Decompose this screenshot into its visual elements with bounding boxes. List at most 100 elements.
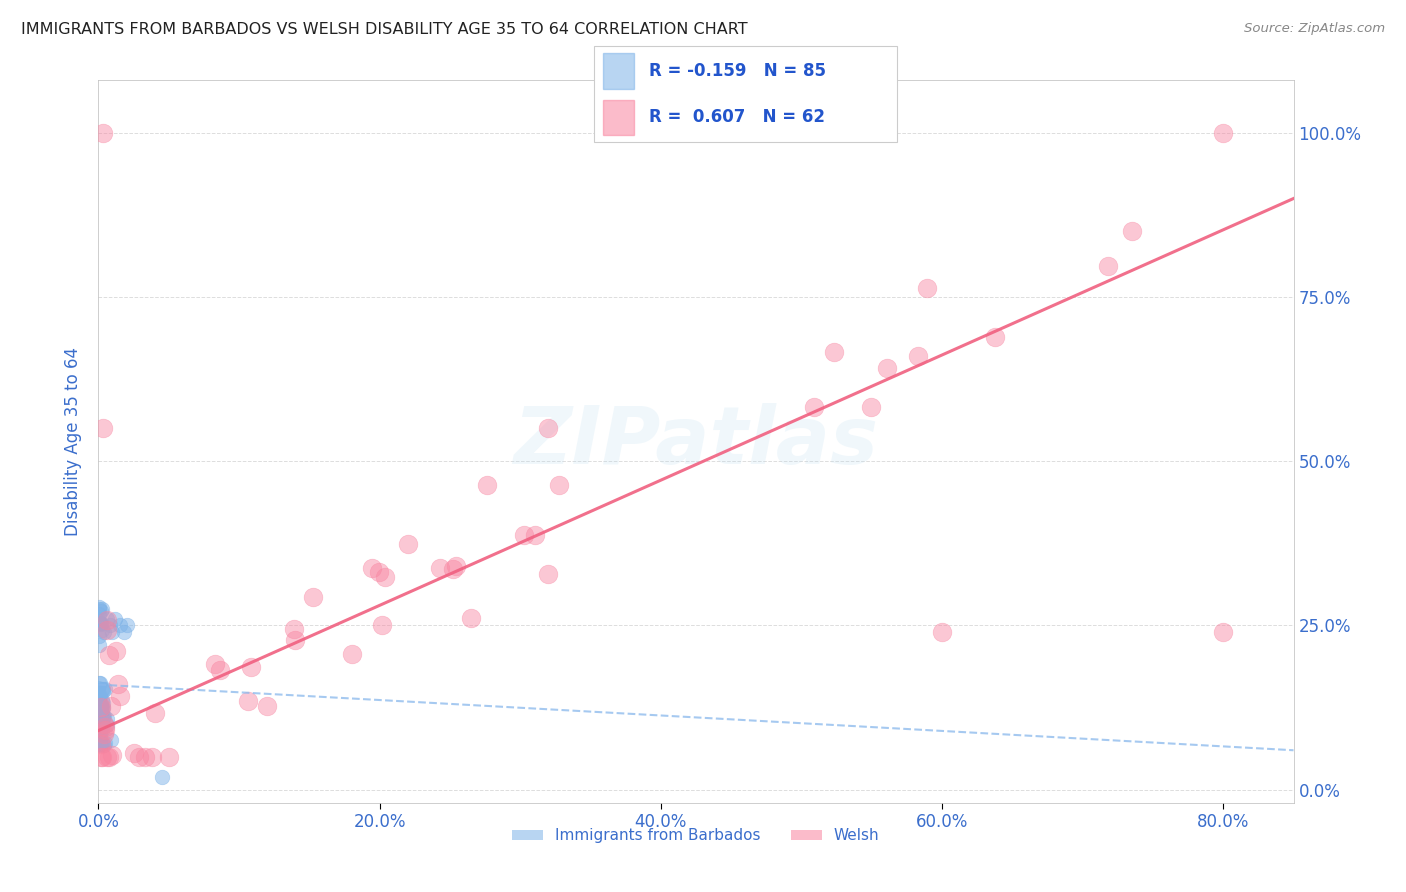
FancyBboxPatch shape bbox=[593, 45, 897, 142]
Point bbox=[141, 749, 163, 764]
Point bbox=[87, 730, 110, 744]
Point bbox=[89, 615, 111, 630]
Point bbox=[122, 747, 145, 761]
Point bbox=[90, 604, 112, 618]
Point bbox=[446, 559, 468, 574]
Point bbox=[429, 561, 451, 575]
Point bbox=[91, 682, 114, 697]
Point bbox=[240, 660, 263, 674]
Point bbox=[91, 421, 114, 435]
Point bbox=[87, 675, 110, 690]
Point bbox=[90, 749, 112, 764]
Point bbox=[1121, 224, 1143, 238]
Point bbox=[112, 625, 135, 640]
Point bbox=[90, 703, 112, 717]
Point bbox=[823, 345, 845, 359]
Point bbox=[368, 566, 391, 580]
Point bbox=[89, 704, 111, 718]
Point bbox=[87, 689, 110, 703]
Point bbox=[89, 717, 111, 731]
Point bbox=[89, 728, 111, 742]
Point bbox=[931, 625, 953, 640]
Point bbox=[89, 737, 111, 751]
Point bbox=[90, 737, 112, 751]
Point bbox=[97, 648, 120, 662]
Point bbox=[90, 749, 112, 764]
Point bbox=[104, 612, 127, 626]
Point bbox=[1212, 625, 1234, 640]
Point bbox=[208, 663, 231, 677]
Point bbox=[1212, 126, 1234, 140]
Point bbox=[91, 717, 114, 731]
Point bbox=[512, 528, 534, 542]
Point bbox=[93, 716, 115, 731]
Point bbox=[907, 349, 929, 363]
Point bbox=[89, 700, 111, 714]
Point bbox=[374, 570, 396, 584]
Point bbox=[90, 698, 112, 712]
Point bbox=[91, 681, 114, 696]
Point bbox=[371, 618, 394, 632]
Point bbox=[91, 700, 114, 714]
Point bbox=[96, 613, 118, 627]
Point bbox=[93, 738, 115, 752]
Point bbox=[361, 561, 384, 575]
Point bbox=[89, 698, 111, 713]
Point bbox=[548, 478, 571, 492]
Point bbox=[97, 749, 120, 764]
Point bbox=[100, 698, 122, 713]
Point bbox=[91, 701, 114, 715]
Text: R = -0.159   N = 85: R = -0.159 N = 85 bbox=[650, 62, 827, 80]
Point bbox=[87, 717, 110, 731]
Point bbox=[89, 615, 111, 630]
Y-axis label: Disability Age 35 to 64: Disability Age 35 to 64 bbox=[65, 347, 83, 536]
Point bbox=[983, 330, 1005, 344]
Point bbox=[91, 623, 114, 637]
Point bbox=[87, 706, 110, 721]
Point bbox=[96, 749, 118, 764]
Point bbox=[89, 739, 111, 753]
Point bbox=[87, 602, 110, 616]
Point bbox=[91, 708, 114, 723]
Point bbox=[100, 748, 122, 763]
Point bbox=[89, 701, 111, 715]
Point bbox=[91, 601, 114, 615]
Point bbox=[128, 749, 150, 764]
Point bbox=[93, 727, 115, 741]
Point bbox=[87, 703, 110, 717]
Point bbox=[90, 703, 112, 717]
Point bbox=[107, 677, 129, 691]
Text: R =  0.607   N = 62: R = 0.607 N = 62 bbox=[650, 108, 825, 126]
Point bbox=[91, 126, 114, 140]
Point bbox=[860, 400, 883, 414]
Point bbox=[87, 638, 110, 652]
Point bbox=[98, 618, 121, 632]
Point bbox=[89, 716, 111, 731]
Point bbox=[91, 720, 114, 734]
Point bbox=[537, 566, 560, 581]
Point bbox=[87, 599, 110, 614]
Point bbox=[340, 647, 363, 661]
Point bbox=[91, 692, 114, 706]
Point bbox=[150, 770, 173, 784]
Point bbox=[90, 705, 112, 719]
Point bbox=[89, 724, 111, 739]
Text: Source: ZipAtlas.com: Source: ZipAtlas.com bbox=[1244, 22, 1385, 36]
Text: IMMIGRANTS FROM BARBADOS VS WELSH DISABILITY AGE 35 TO 64 CORRELATION CHART: IMMIGRANTS FROM BARBADOS VS WELSH DISABI… bbox=[21, 22, 748, 37]
Point bbox=[87, 735, 110, 749]
Point bbox=[100, 732, 122, 747]
Point bbox=[204, 657, 226, 672]
Point bbox=[87, 629, 110, 643]
Point bbox=[93, 625, 115, 640]
Point bbox=[96, 612, 118, 626]
Point bbox=[94, 721, 117, 735]
Point bbox=[87, 719, 110, 733]
Point bbox=[524, 528, 547, 542]
Point bbox=[87, 735, 110, 749]
Bar bbox=[603, 54, 634, 89]
Point bbox=[89, 721, 111, 735]
Point bbox=[93, 709, 115, 723]
Point bbox=[460, 611, 482, 625]
Point bbox=[398, 537, 420, 551]
Point bbox=[96, 718, 118, 732]
